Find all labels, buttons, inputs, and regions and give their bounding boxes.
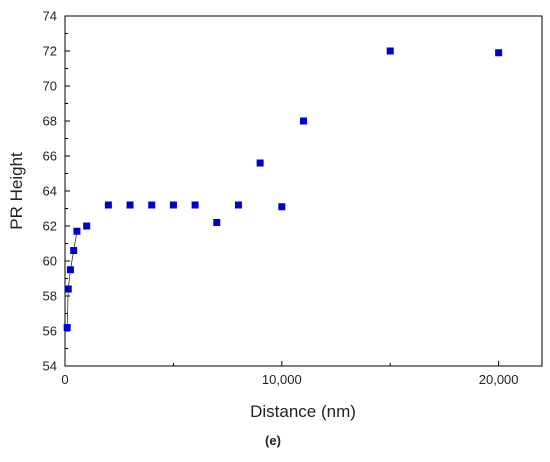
y-tick-label: 60: [43, 254, 57, 269]
y-tick-label: 64: [43, 184, 57, 199]
data-point: [191, 201, 199, 209]
x-axis-title: Distance (nm): [250, 402, 356, 421]
x-tick-label: 10,000: [262, 372, 302, 387]
data-point: [64, 285, 72, 293]
connector-line: [66, 231, 78, 328]
y-tick-label: 70: [43, 79, 57, 94]
data-point: [386, 47, 394, 55]
data-point: [148, 201, 156, 209]
data-point: [73, 227, 81, 235]
data-point: [126, 201, 134, 209]
data-point: [104, 201, 112, 209]
y-tick-label: 66: [43, 149, 57, 164]
data-point: [256, 159, 264, 167]
figure-caption: (e): [265, 433, 281, 448]
data-point: [169, 201, 177, 209]
data-point: [300, 117, 307, 125]
data-point: [234, 201, 242, 209]
y-axis-title: PR Height: [7, 152, 26, 230]
connector-polyline: [66, 231, 78, 328]
x-tick-label: 20,000: [479, 372, 519, 387]
y-tick-label: 62: [43, 219, 57, 234]
y-tick-label: 54: [43, 359, 57, 374]
data-point: [278, 203, 286, 211]
y-tick-label: 74: [43, 9, 57, 24]
x-tick-label: 0: [61, 372, 68, 387]
plot-frame: [64, 15, 543, 367]
y-tick-label: 72: [43, 44, 57, 59]
data-points: [63, 47, 503, 331]
data-point: [83, 222, 91, 230]
data-point: [495, 49, 503, 57]
x-axis: 0 10,000 20,000: [61, 361, 519, 387]
data-point: [213, 219, 221, 226]
data-point: [63, 324, 71, 331]
y-axis: 54 56 58 60 62 64 66 68 70 72 74: [43, 9, 70, 374]
y-tick-label: 58: [43, 289, 57, 304]
y-tick-label: 56: [43, 324, 57, 339]
y-tick-label: 68: [43, 114, 57, 129]
data-point: [66, 266, 74, 274]
data-point: [70, 247, 78, 254]
